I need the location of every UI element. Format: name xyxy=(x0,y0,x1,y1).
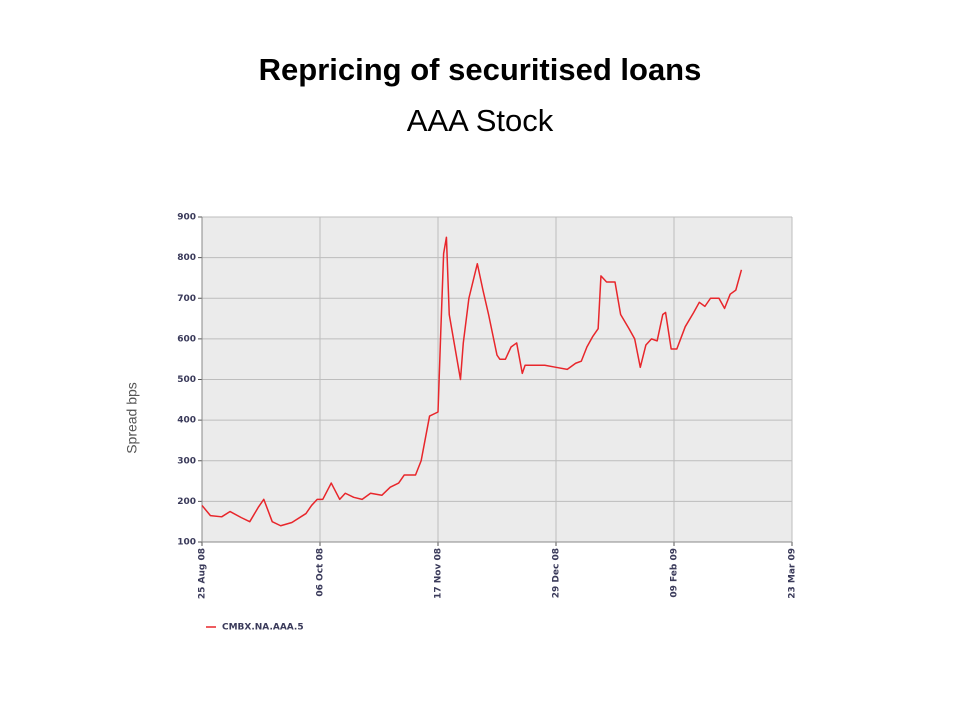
y-tick-label: 500 xyxy=(177,375,196,385)
data-line xyxy=(201,236,743,527)
y-tick-label: 700 xyxy=(177,294,196,304)
y-tick-label: 100 xyxy=(177,538,196,548)
slide-subtitle: AAA Stock xyxy=(407,103,554,138)
legend-label: CMBX.NA.AAA.5 xyxy=(222,623,304,633)
y-tick-label: 900 xyxy=(177,213,196,223)
x-tick-label: 06 Oct 08 xyxy=(316,548,326,597)
y-tick-label: 300 xyxy=(177,456,196,466)
y-tick-label: 800 xyxy=(177,253,196,263)
y-tick-label: 200 xyxy=(177,497,196,507)
x-tick-label: 25 Aug 08 xyxy=(198,548,208,599)
x-tick-label: 17 Nov 08 xyxy=(434,548,444,599)
x-tick-label: 09 Feb 09 xyxy=(670,548,680,598)
x-tick-label: 23 Mar 09 xyxy=(788,548,798,599)
y-tick-label: 400 xyxy=(177,416,196,426)
slide-title: Repricing of securitised loans xyxy=(259,52,702,87)
y-axis-label: Spread bps xyxy=(124,382,140,454)
x-tick-label: 29 Dec 08 xyxy=(552,548,562,598)
y-tick-label: 600 xyxy=(177,334,196,344)
